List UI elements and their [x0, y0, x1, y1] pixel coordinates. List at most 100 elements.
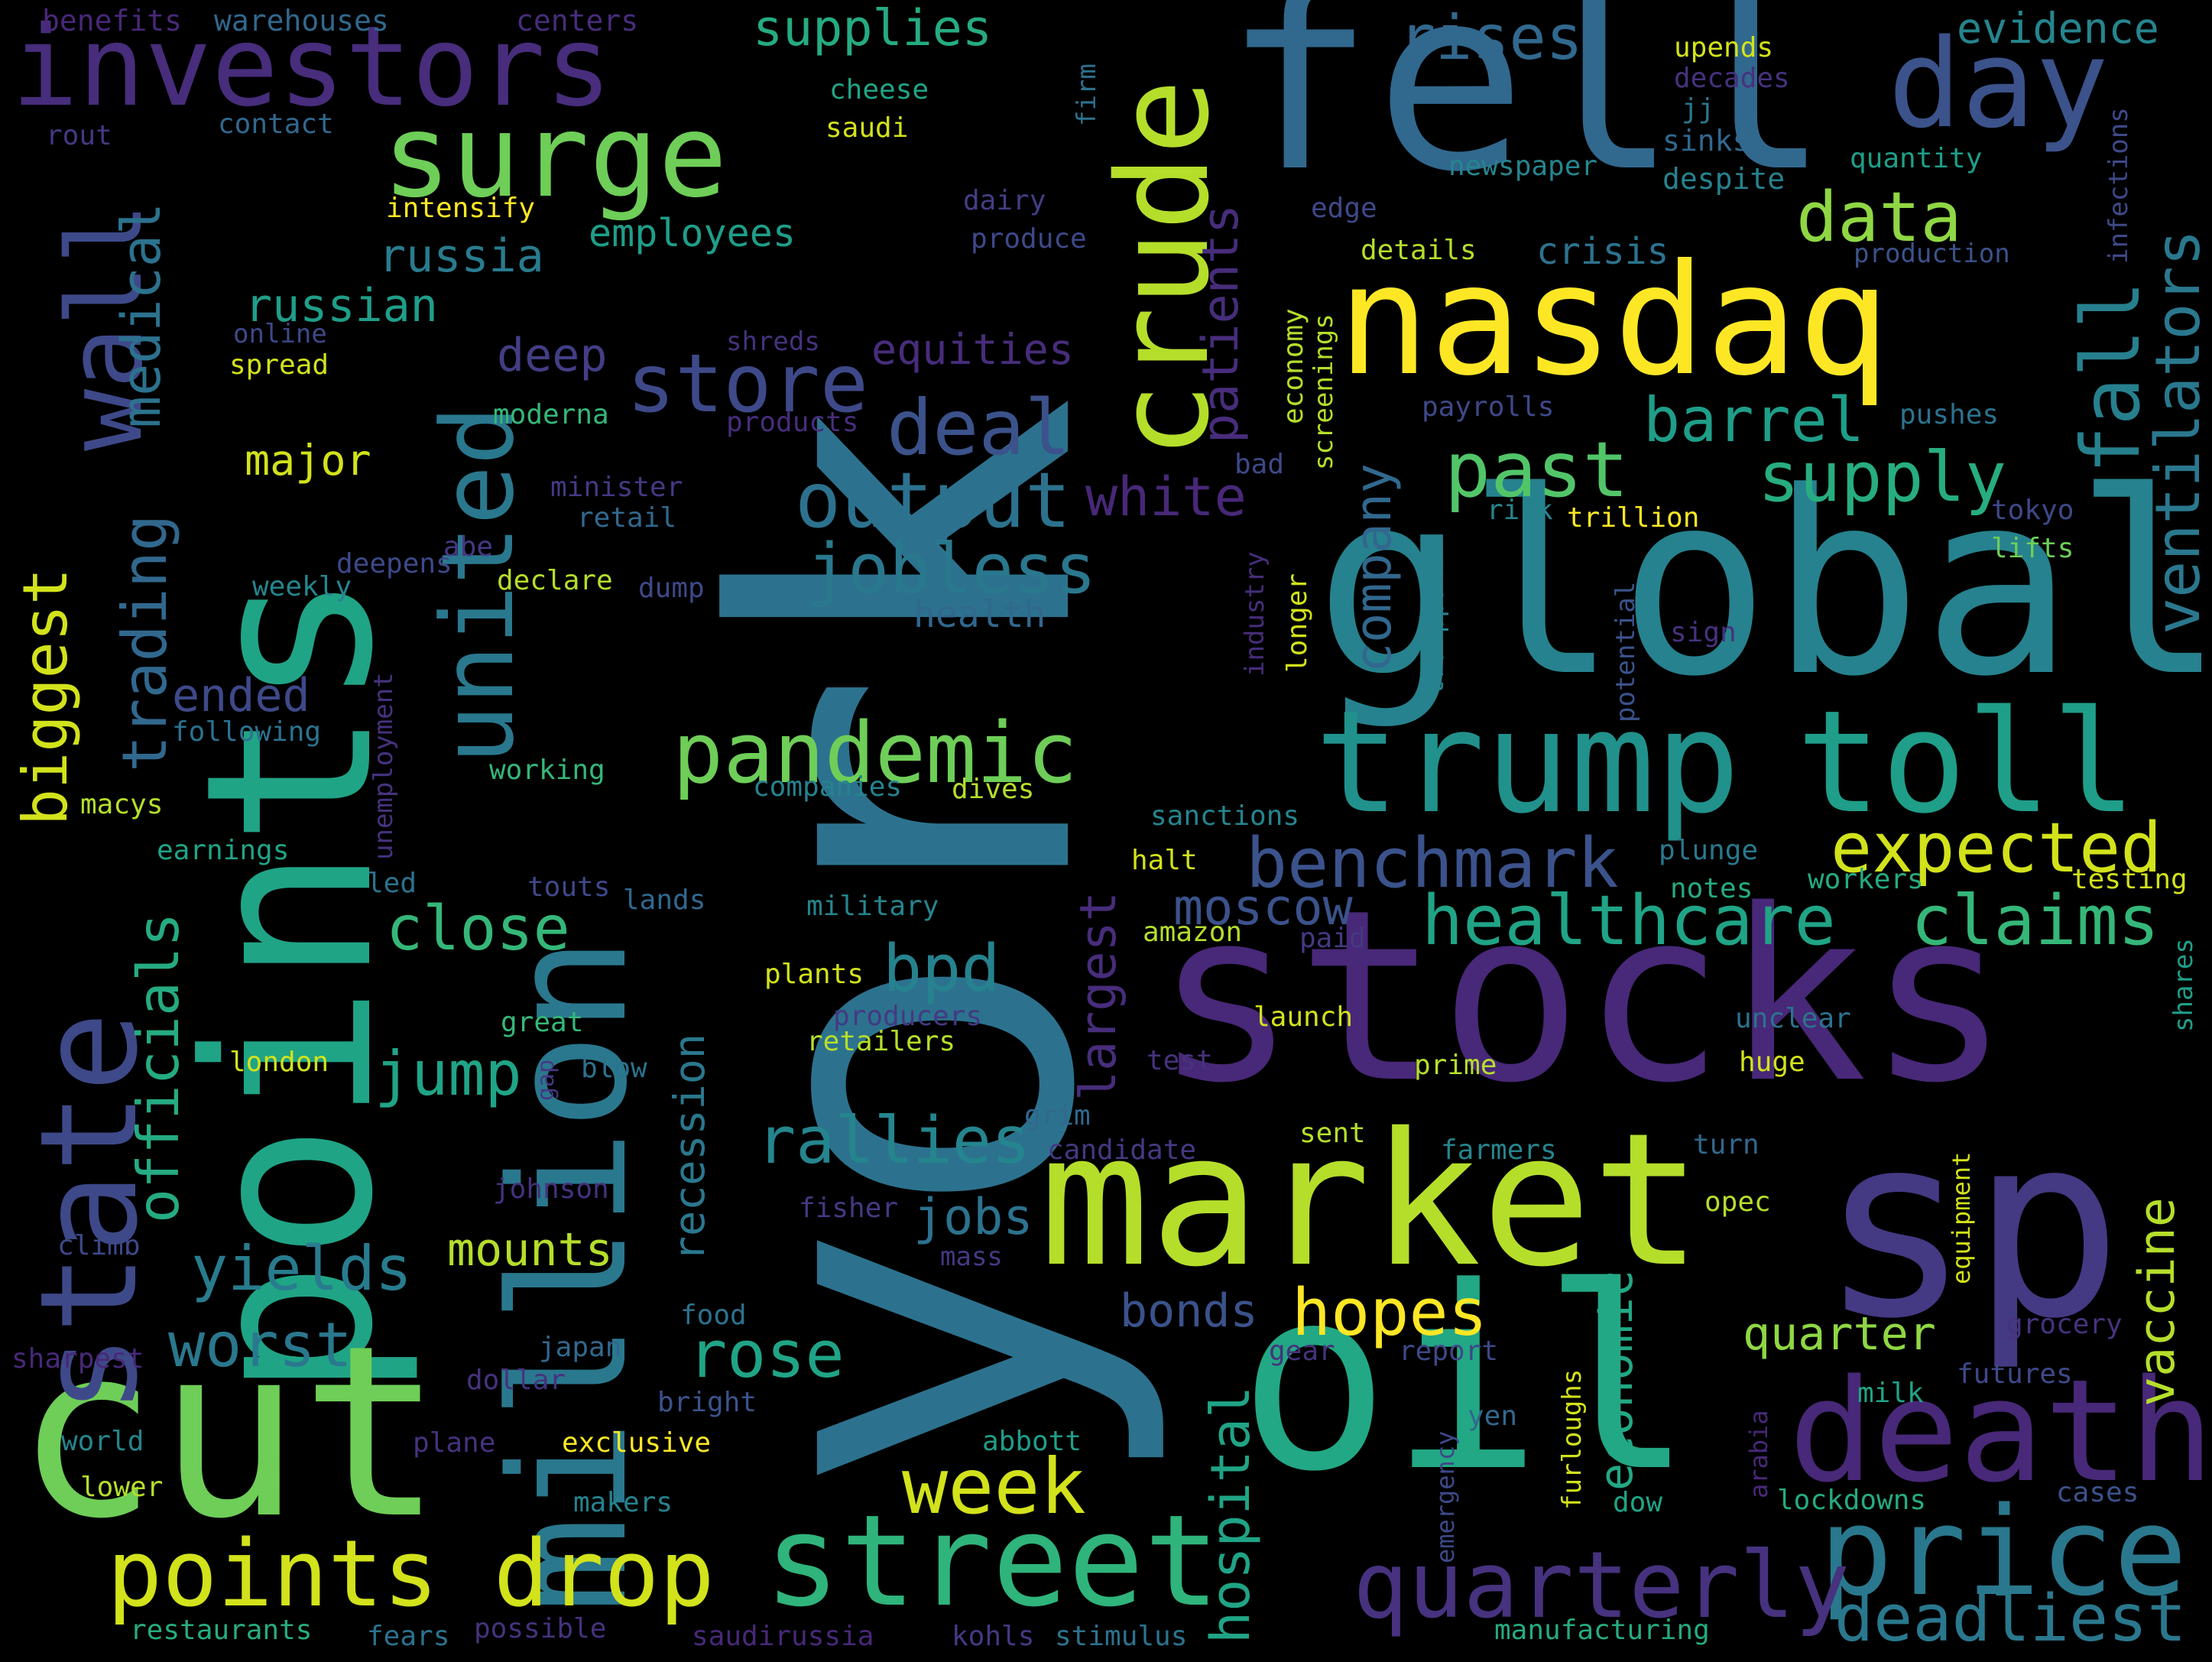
word-infections: infections — [2103, 107, 2134, 264]
word-officials: officials — [125, 912, 192, 1223]
word-mounts: mounts — [447, 1223, 613, 1277]
word-street: street — [764, 1488, 1221, 1634]
word-trading: trading — [109, 514, 180, 772]
word-trump: trump — [1315, 680, 1740, 845]
word-johnson: johnson — [493, 1173, 609, 1205]
word-abe: abe — [443, 531, 494, 563]
word-arabia: arabia — [1744, 1410, 1773, 1498]
word-production: production — [1854, 239, 2010, 269]
word-major: major — [245, 436, 371, 485]
word-possible: possible — [474, 1613, 607, 1644]
word-firm: firm — [1072, 63, 1102, 126]
word-contact: contact — [218, 109, 334, 140]
word-data: data — [1796, 177, 1962, 258]
word-jump: jump — [375, 1038, 522, 1109]
word-jobs: jobs — [913, 1189, 1033, 1246]
word-medical: medical — [110, 202, 173, 428]
word-earnings: earnings — [157, 835, 290, 866]
word-quarter: quarter — [1743, 1307, 1936, 1361]
word-rout: rout — [46, 120, 112, 151]
word-ended: ended — [172, 669, 310, 722]
word-worst: worst — [168, 1310, 352, 1381]
word-edge: edge — [1311, 193, 1377, 224]
word-shares: shares — [2168, 938, 2199, 1032]
word-white: white — [1085, 466, 1247, 528]
word-led: led — [367, 868, 417, 899]
word-retail: retail — [577, 502, 677, 534]
word-day: day — [1888, 12, 2109, 155]
word-huge: huge — [1739, 1047, 1805, 1078]
word-deadliest: deadliest — [1834, 1581, 2187, 1657]
word-makers: makers — [573, 1487, 673, 1518]
word-healthcare: healthcare — [1422, 881, 1836, 961]
word-macys: macys — [80, 789, 164, 820]
word-cut: cut — [15, 1295, 443, 1571]
word-emergency: emergency — [1431, 1430, 1460, 1563]
word-plants: plants — [764, 959, 864, 990]
word-prime: prime — [1414, 1050, 1497, 1081]
word-companies: companies — [753, 771, 903, 803]
word-retailers: retailers — [806, 1026, 956, 1057]
word-decades: decades — [1674, 63, 1790, 94]
word-unemployment: unemployment — [368, 672, 399, 860]
word-past: past — [1445, 425, 1629, 515]
word-military: military — [806, 891, 939, 922]
word-lower: lower — [80, 1472, 164, 1503]
word-industry: industry — [1240, 551, 1270, 677]
word-deal: deal — [887, 383, 1071, 472]
word-sp: sp — [1819, 1080, 2123, 1374]
word-dives: dives — [952, 774, 1035, 805]
word-moscow: moscow — [1173, 879, 1353, 936]
word-investors: investors — [11, 2, 612, 131]
word-testing: testing — [2071, 864, 2188, 895]
word-saudirussia: saudirussia — [692, 1621, 874, 1652]
word-claims: claims — [1911, 881, 2160, 961]
word-kohls: kohls — [952, 1621, 1035, 1652]
word-stocks: stocks — [1154, 859, 2010, 1135]
word-cheese: cheese — [829, 74, 929, 105]
word-newspaper: newspaper — [1448, 151, 1598, 182]
word-yen: yen — [1468, 1401, 1518, 1432]
word-dump: dump — [638, 573, 705, 604]
word-restaurants: restaurants — [130, 1615, 313, 1646]
word-fall: fall — [2064, 281, 2158, 474]
word-toll: toll — [1796, 680, 2137, 845]
word-rises: rises — [1399, 2, 1583, 73]
word-workers: workers — [1808, 864, 1924, 895]
word-ventilators: ventilators — [2142, 229, 2212, 635]
word-russia: russia — [378, 229, 544, 283]
word-potential: potential — [1610, 581, 1641, 722]
word-intensify: intensify — [386, 193, 536, 224]
word-economic: economic — [1590, 1270, 1643, 1491]
word-supplies: supplies — [753, 0, 993, 57]
word-moderna: moderna — [493, 399, 609, 430]
word-equities: equities — [871, 325, 1074, 374]
word-stimulus: stimulus — [1055, 1621, 1188, 1652]
word-jj: jj — [1682, 93, 1715, 125]
word-minister: minister — [550, 472, 683, 503]
word-sign: sign — [1670, 617, 1737, 648]
word-dollar: dollar — [466, 1365, 566, 1396]
word-global: global — [1315, 438, 2212, 732]
word-touts: touts — [527, 872, 611, 903]
word-dairy: dairy — [963, 185, 1046, 216]
word-quarterly: quarterly — [1353, 1533, 1850, 1639]
word-opec: opec — [1704, 1186, 1771, 1218]
word-producers: producers — [833, 1001, 983, 1032]
word-report: report — [1399, 1336, 1499, 1367]
word-hospital: hospital — [1199, 1385, 1262, 1644]
word-oil: oil — [1238, 1233, 1695, 1527]
word-rose: rose — [688, 1317, 845, 1393]
word-deepens: deepens — [336, 548, 452, 579]
word-amazon: amazon — [1143, 917, 1243, 948]
word-unclear: unclear — [1735, 1003, 1851, 1034]
word-benchmark: benchmark — [1246, 823, 1619, 904]
word-furloughs: furloughs — [1557, 1368, 1588, 1510]
word-grocery: grocery — [2006, 1309, 2123, 1340]
word-vaccine: vaccine — [2129, 1197, 2186, 1407]
word-equipment: equipment — [1947, 1151, 1976, 1284]
word-surge: surge — [382, 90, 728, 223]
word-pandemic: pandemic — [673, 704, 1078, 802]
word-patients: patients — [1192, 203, 1250, 443]
word-nasdaq: nasdaq — [1338, 232, 1890, 410]
